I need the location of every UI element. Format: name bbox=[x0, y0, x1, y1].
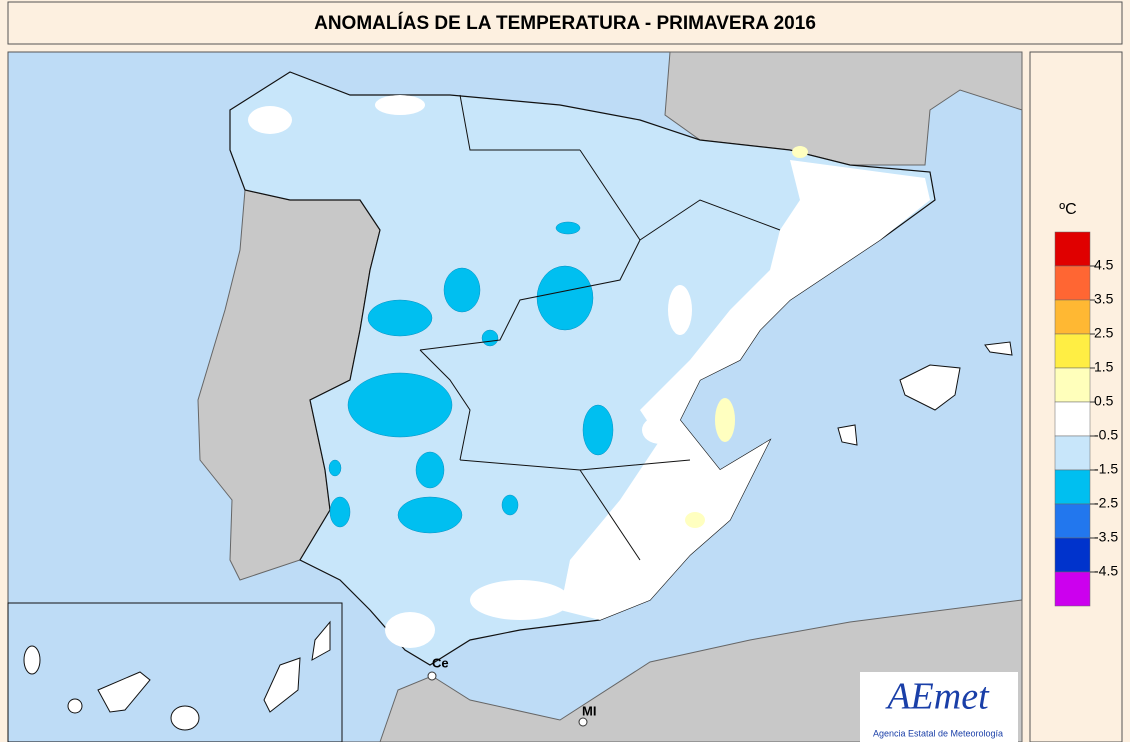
legend-swatch bbox=[1054, 435, 1091, 471]
legend-label: -2.5 bbox=[1094, 495, 1118, 511]
legend-label: 1.5 bbox=[1094, 359, 1114, 375]
legend-label: 3.5 bbox=[1094, 291, 1114, 307]
menorca bbox=[984, 341, 1013, 356]
legend-unit: ºC bbox=[1059, 201, 1076, 218]
legend-swatch bbox=[1054, 503, 1091, 539]
logo-subtitle: Agencia Estatal de Meteorología bbox=[873, 728, 1003, 738]
map-area: Ce MI AEmet Agencia Estatal de Meteorolo… bbox=[7, 51, 1023, 742]
yellow-patches bbox=[685, 146, 808, 528]
legend-label: -3.5 bbox=[1094, 529, 1118, 545]
legend-swatch bbox=[1054, 333, 1091, 369]
legend-swatch bbox=[1054, 571, 1091, 607]
legend-label: -4.5 bbox=[1094, 563, 1118, 579]
place-label: Ce bbox=[432, 655, 449, 670]
legend-label: 0.5 bbox=[1094, 393, 1114, 409]
legend: ºC 4.5 3.5 2.5 1.5 0.5 -0.5 -1.5 -2.5 -3.5 -4.5 bbox=[1054, 201, 1118, 607]
melilla-marker bbox=[578, 717, 588, 727]
region-borders bbox=[300, 94, 781, 561]
title-bar bbox=[7, 1, 1123, 45]
logo-box bbox=[860, 672, 1018, 742]
place-label: MI bbox=[582, 703, 596, 718]
legend-swatch bbox=[1054, 231, 1091, 267]
legend-swatch bbox=[1054, 367, 1091, 403]
map-title: ANOMALÍAS DE LA TEMPERATURA - PRIMAVERA … bbox=[314, 12, 816, 34]
ceuta-marker bbox=[427, 671, 437, 681]
legend-label: -0.5 bbox=[1094, 427, 1118, 443]
legend-swatch bbox=[1054, 299, 1091, 335]
logo-name: AEmet bbox=[884, 676, 990, 718]
cyan-patches bbox=[328, 221, 614, 534]
legend-label: -1.5 bbox=[1094, 461, 1118, 477]
france bbox=[664, 51, 1023, 166]
legend-label: 4.5 bbox=[1094, 257, 1114, 273]
legend-swatch bbox=[1054, 537, 1091, 573]
canary-islands bbox=[23, 620, 331, 731]
white-patches bbox=[248, 95, 930, 648]
legend-swatch bbox=[1054, 469, 1091, 505]
ibiza bbox=[837, 424, 858, 446]
legend-swatch bbox=[1054, 401, 1091, 437]
mallorca bbox=[899, 364, 961, 411]
legend-label: 2.5 bbox=[1094, 325, 1114, 341]
legend-swatch bbox=[1054, 265, 1091, 301]
